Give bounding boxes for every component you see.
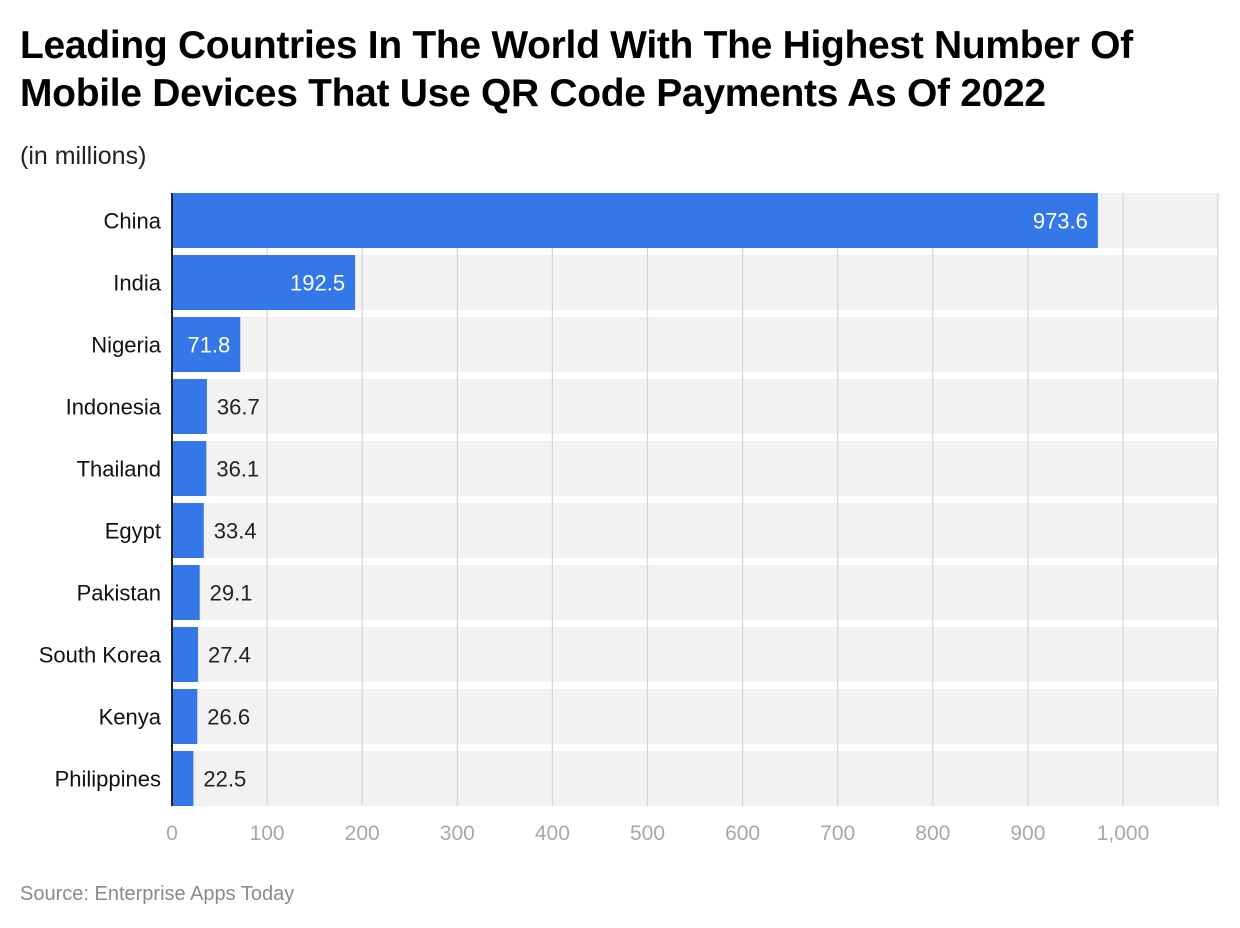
row-band — [172, 441, 1218, 496]
chart-subtitle: (in millions) — [20, 142, 147, 170]
bar — [172, 255, 356, 310]
bar — [172, 379, 207, 434]
value-label: 192.5 — [290, 271, 345, 296]
row-band — [172, 503, 1218, 558]
category-label: Nigeria — [91, 333, 161, 358]
category-label: Egypt — [105, 519, 161, 544]
x-tick-label: 600 — [725, 822, 760, 845]
x-tick-label: 900 — [1010, 822, 1045, 845]
bar — [172, 565, 200, 620]
category-label: Indonesia — [66, 395, 162, 420]
value-label: 33.4 — [214, 519, 257, 544]
x-tick-label: 200 — [345, 822, 380, 845]
value-labels: 973.6 192.5 71.8 36.7 36.1 33.4 29.1 27.4 26.6 22… — [187, 209, 1087, 792]
bar — [172, 317, 241, 372]
bar — [172, 627, 199, 682]
bar — [172, 503, 204, 558]
value-label: 26.6 — [207, 705, 250, 730]
value-label: 36.1 — [216, 457, 259, 482]
category-label: South Korea — [39, 643, 162, 668]
source-note: Source: Enterprise Apps Today — [20, 883, 295, 905]
x-axis-tick-labels: 0 100 200 300 400 500 600 700 800 900 1,000 — [166, 822, 1149, 845]
bar — [172, 441, 207, 496]
bar — [172, 689, 198, 744]
row-band — [172, 689, 1218, 744]
x-tick-label: 0 — [166, 822, 178, 845]
category-label: Pakistan — [77, 581, 161, 606]
x-tick-label: 300 — [440, 822, 475, 845]
bar — [172, 751, 194, 806]
chart-title: Leading Countries In The World With The … — [20, 24, 1133, 115]
value-label: 71.8 — [187, 333, 230, 358]
bars — [172, 193, 1098, 806]
category-label: Philippines — [55, 767, 161, 792]
x-tick-label: 700 — [820, 822, 855, 845]
row-band — [172, 317, 1218, 372]
x-tick-label: 1,000 — [1097, 822, 1150, 845]
x-tick-label: 400 — [535, 822, 570, 845]
category-label: China — [104, 209, 162, 234]
row-band — [172, 379, 1218, 434]
row-band — [172, 627, 1218, 682]
x-tick-label: 100 — [250, 822, 285, 845]
x-tick-label: 500 — [630, 822, 665, 845]
category-label: Thailand — [77, 457, 161, 482]
value-label: 22.5 — [203, 767, 246, 792]
row-band — [172, 751, 1218, 806]
category-label: Kenya — [99, 705, 162, 730]
category-label: India — [113, 271, 161, 296]
value-label: 29.1 — [210, 581, 253, 606]
value-label: 973.6 — [1033, 209, 1088, 234]
row-band — [172, 565, 1218, 620]
x-tick-label: 800 — [915, 822, 950, 845]
value-label: 36.7 — [217, 395, 260, 420]
bar — [172, 193, 1098, 248]
value-label: 27.4 — [208, 643, 251, 668]
category-labels: China India Nigeria Indonesia Thailand Egypt P… — [39, 209, 162, 792]
